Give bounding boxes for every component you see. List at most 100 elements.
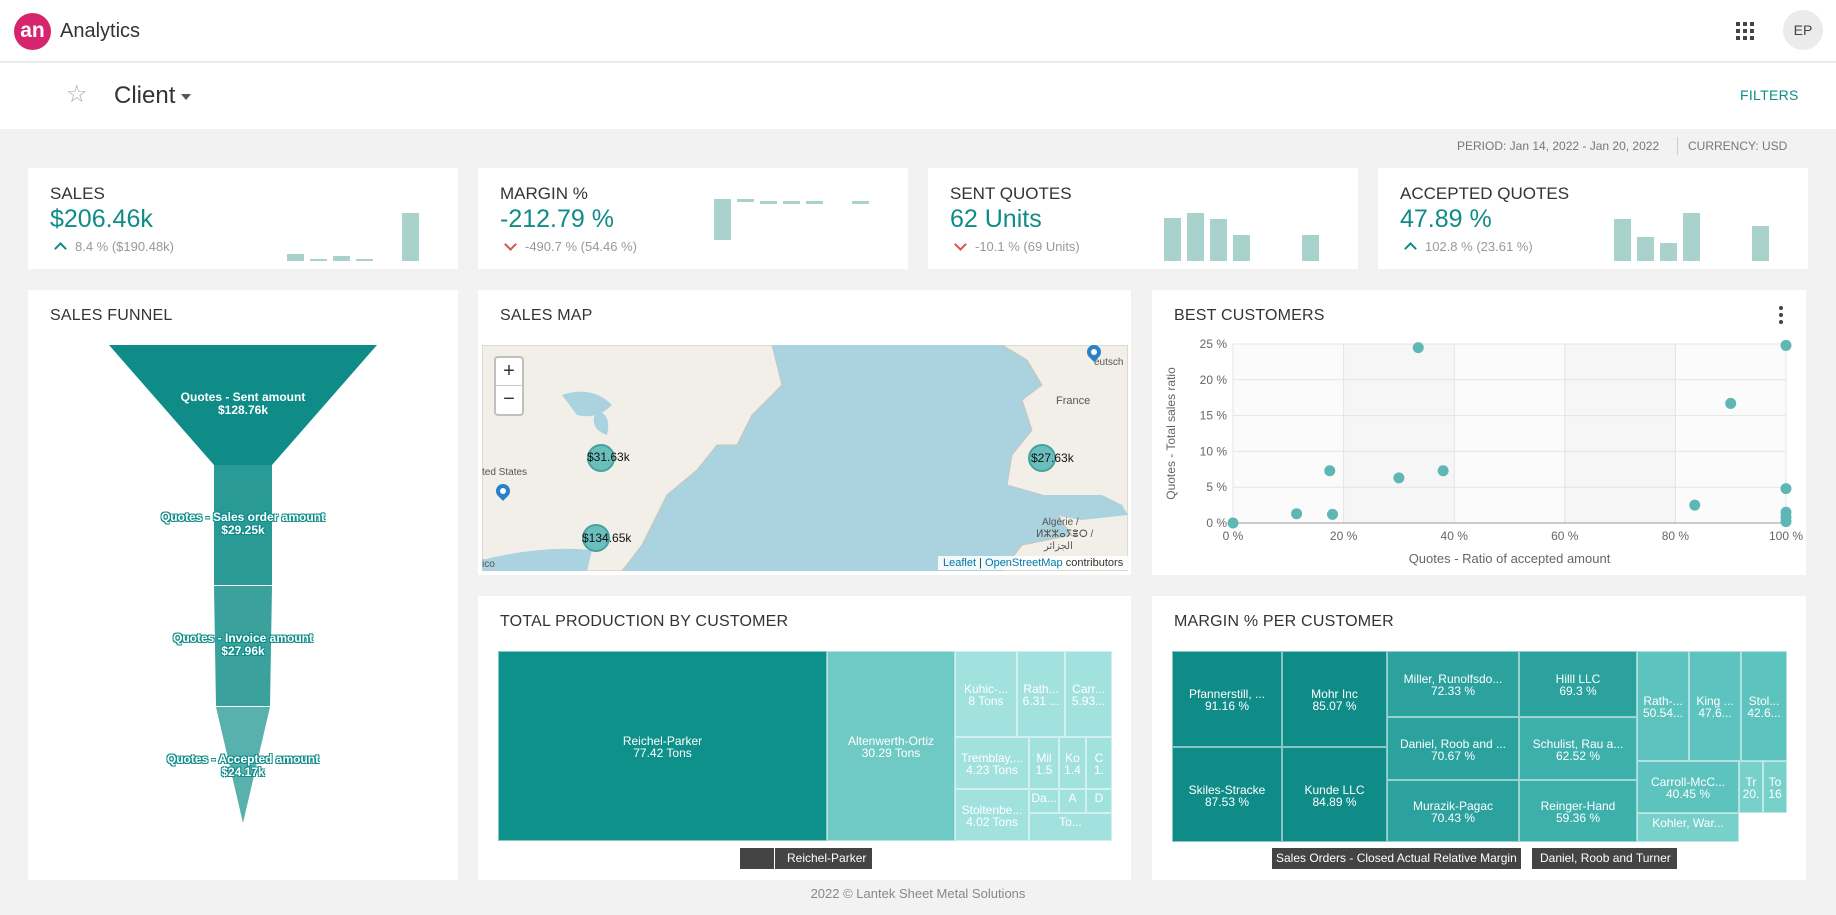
map-cluster-label: $134.65k <box>582 531 632 545</box>
treemap-cell[interactable]: Daniel, Roob and ... 70.67 % <box>1387 717 1519 780</box>
scatter-point[interactable] <box>1412 342 1424 354</box>
scatter-point[interactable] <box>1780 516 1792 528</box>
panel-title: SALES FUNNEL <box>50 307 173 324</box>
treemap-cell[interactable]: Mohr Inc 85.07 % <box>1282 651 1387 747</box>
kpi-value: -212.79 % <box>500 205 614 233</box>
funnel-stage-value: $24.17k <box>221 765 265 779</box>
treemap-cell[interactable]: Altenwerth-Ortiz 30.29 Tons <box>827 651 955 841</box>
scatter-point[interactable] <box>1780 483 1792 495</box>
user-avatar[interactable]: EP <box>1783 10 1823 50</box>
scatter-point[interactable] <box>1324 465 1336 477</box>
map-cluster[interactable] <box>582 524 610 552</box>
spark-bar <box>783 201 800 204</box>
scatter-point[interactable] <box>1393 472 1405 484</box>
caret-down-icon[interactable] <box>181 94 191 100</box>
divider <box>1677 137 1678 155</box>
treemap-cell[interactable]: Skiles-Stracke 87.53 % <box>1172 747 1282 842</box>
funnel-stage-invoice[interactable] <box>214 586 272 706</box>
treemap-cell[interactable]: Tr 20. <box>1739 761 1763 813</box>
treemap-cell[interactable]: Kunde LLC 84.89 % <box>1282 747 1387 842</box>
scatter-point[interactable] <box>1725 397 1737 409</box>
kpi-title: MARGIN % <box>500 184 588 203</box>
treemap-cell-name: A <box>1068 791 1077 805</box>
period-label: PERIOD: Jan 14, 2022 - Jan 20, 2022 <box>1457 139 1660 153</box>
treemap-cell[interactable]: Stoltenbe... 4.02 Tons <box>955 789 1029 841</box>
filters-button[interactable]: FILTERS <box>1740 87 1799 103</box>
treemap-cell[interactable]: To 16 <box>1763 761 1787 813</box>
breadcrumb-item[interactable]: Reichel-Parker <box>774 848 873 869</box>
treemap-cell[interactable]: Schulist, Rau a... 62.52 % <box>1519 717 1637 780</box>
treemap-cell[interactable]: Ko 1.4 <box>1059 737 1086 789</box>
zoom-out-button[interactable]: − <box>503 388 515 410</box>
treemap-cell[interactable]: Kohler, War... <box>1637 813 1739 842</box>
attribution-text: contributors <box>1062 557 1124 569</box>
page-title[interactable]: Client <box>114 82 176 109</box>
treemap-cell[interactable]: Carroll-McC... 40.45 % <box>1637 761 1739 813</box>
treemap-cell[interactable]: Da... <box>1029 789 1059 813</box>
scatter-point[interactable] <box>1327 508 1339 520</box>
spark-bar <box>852 201 869 204</box>
treemap-cell[interactable]: Miller, Runolfsdo... 72.33 % <box>1387 651 1519 717</box>
scatter-point[interactable] <box>1689 499 1701 511</box>
funnel-stage-accepted[interactable] <box>216 707 270 823</box>
treemap-cell-value: 5.93... <box>1071 694 1106 708</box>
funnel-stage-value: $27.96k <box>221 644 265 658</box>
favorite-star-icon[interactable]: ☆ <box>66 81 88 108</box>
funnel-stage-value: $128.76k <box>217 403 269 417</box>
zoom-in-button[interactable]: + <box>496 358 522 386</box>
treemap-cell-value: 20. <box>1742 787 1760 801</box>
breadcrumb-root[interactable] <box>740 848 774 869</box>
kpi-card-sent-quotes[interactable]: SENT QUOTES 62 Units -10.1 % (69 Units) <box>928 168 1358 269</box>
treemap-cell[interactable]: Mil 1.5 <box>1029 737 1059 789</box>
treemap-cell[interactable]: A <box>1059 789 1086 813</box>
more-options-icon[interactable] <box>1779 306 1783 327</box>
treemap-cell[interactable]: Reinger-Hand 59.36 % <box>1519 780 1637 842</box>
spark-bar <box>760 201 777 204</box>
map-label: ted States <box>482 467 528 478</box>
breadcrumb-root[interactable]: Sales Orders - Closed Actual Relative Ma… <box>1272 848 1521 869</box>
leaflet-link[interactable]: Leaflet <box>943 557 977 569</box>
treemap-cell-name: Daniel, Roob and ... <box>1399 736 1507 751</box>
treemap-cell[interactable]: Tremblay,... 4.23 Tons <box>955 737 1029 789</box>
spark-bar <box>287 254 304 261</box>
funnel-stage-sales-order[interactable] <box>214 465 272 585</box>
treemap-cell[interactable]: To... <box>1029 813 1112 841</box>
treemap-cell-name: Rath... <box>1023 682 1059 696</box>
spark-bar <box>1210 219 1227 261</box>
osm-link[interactable]: OpenStreetMap <box>985 557 1063 569</box>
treemap-cell[interactable]: Hilll LLC 69.3 % <box>1519 651 1637 717</box>
scatter-point[interactable] <box>1437 465 1449 477</box>
treemap-cell[interactable]: Murazik-Pagac 70.43 % <box>1387 780 1519 842</box>
y-tick-label: 5 % <box>1206 480 1227 494</box>
treemap-cell[interactable]: C 1. <box>1086 737 1112 789</box>
sales-funnel-panel: SALES FUNNEL Quotes - Sent amount $128.76… <box>28 290 458 880</box>
scatter-point[interactable] <box>1227 517 1239 529</box>
treemap-cell[interactable]: Pfannerstill, ... 91.16 % <box>1172 651 1282 747</box>
map-land <box>482 345 1128 571</box>
kpi-trend: -490.7 % (54.46 %) <box>500 238 637 254</box>
map-cluster[interactable] <box>1028 444 1056 472</box>
x-tick-label: 20 % <box>1330 529 1358 543</box>
funnel-stage-sent[interactable] <box>109 345 377 465</box>
treemap-cell[interactable]: Kuhic-... 8 Tons <box>955 651 1017 737</box>
trend-up-icon <box>1404 242 1417 255</box>
y-tick-label: 0 % <box>1206 516 1227 530</box>
sales-map[interactable]: France ted States eutsch Algérie / ⵍⵣⵣⴰⵢ… <box>482 345 1128 571</box>
treemap-cell[interactable]: Carr... 5.93... <box>1065 651 1112 737</box>
treemap-cell[interactable]: D <box>1086 789 1112 813</box>
treemap-cell[interactable]: Stol... 42.6... <box>1741 651 1787 761</box>
treemap-cell[interactable]: Rath-... 50.54... <box>1637 651 1689 761</box>
map-cluster[interactable] <box>587 444 615 472</box>
treemap-cell[interactable]: Rath... 6.31 ... <box>1017 651 1065 737</box>
scatter-point[interactable] <box>1780 339 1792 351</box>
app-logo[interactable]: an <box>14 13 51 50</box>
kpi-card-sales[interactable]: SALES $206.46k 8.4 % ($190.48k) <box>28 168 458 269</box>
treemap-cell[interactable]: Reichel-Parker 77.42 Tons <box>498 651 827 841</box>
spark-bar <box>714 199 731 240</box>
kpi-card-margin[interactable]: MARGIN % -212.79 % -490.7 % (54.46 %) <box>478 168 908 269</box>
scatter-point[interactable] <box>1291 508 1303 520</box>
breadcrumb-item[interactable]: Daniel, Roob and Turner <box>1531 848 1677 869</box>
kpi-card-accepted-quotes[interactable]: ACCEPTED QUOTES 47.89 % 102.8 % (23.61 %… <box>1378 168 1808 269</box>
apps-grid-icon[interactable] <box>1736 22 1754 40</box>
treemap-cell[interactable]: King ... 47.6... <box>1689 651 1741 761</box>
